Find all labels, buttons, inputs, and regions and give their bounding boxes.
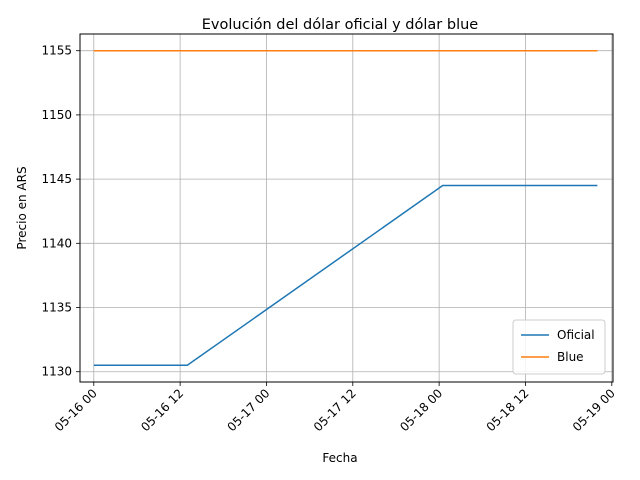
y-axis: 1130 1135 1140 1145 1150 1155 <box>41 44 80 379</box>
plot-frame <box>79 33 614 383</box>
y-tick-label: 1140 <box>41 236 72 250</box>
y-tick-label: 1135 <box>41 301 72 315</box>
legend-label: Oficial <box>557 328 595 342</box>
legend-label: Blue <box>557 350 584 364</box>
y-tick-label: 1145 <box>41 172 72 186</box>
series-layer <box>93 49 598 367</box>
y-tick-label: 1150 <box>41 108 72 122</box>
y-tick-label: 1155 <box>41 44 72 58</box>
chart-title: Evolución del dólar oficial y dólar blue <box>202 17 479 33</box>
legend: Oficial Blue <box>512 319 606 375</box>
series-line-oficial <box>93 184 598 367</box>
x-axis-label: Fecha <box>322 451 357 465</box>
legend-box <box>512 319 606 375</box>
y-axis-label: Precio en ARS <box>15 166 29 249</box>
y-tick-label: 1130 <box>41 365 72 379</box>
